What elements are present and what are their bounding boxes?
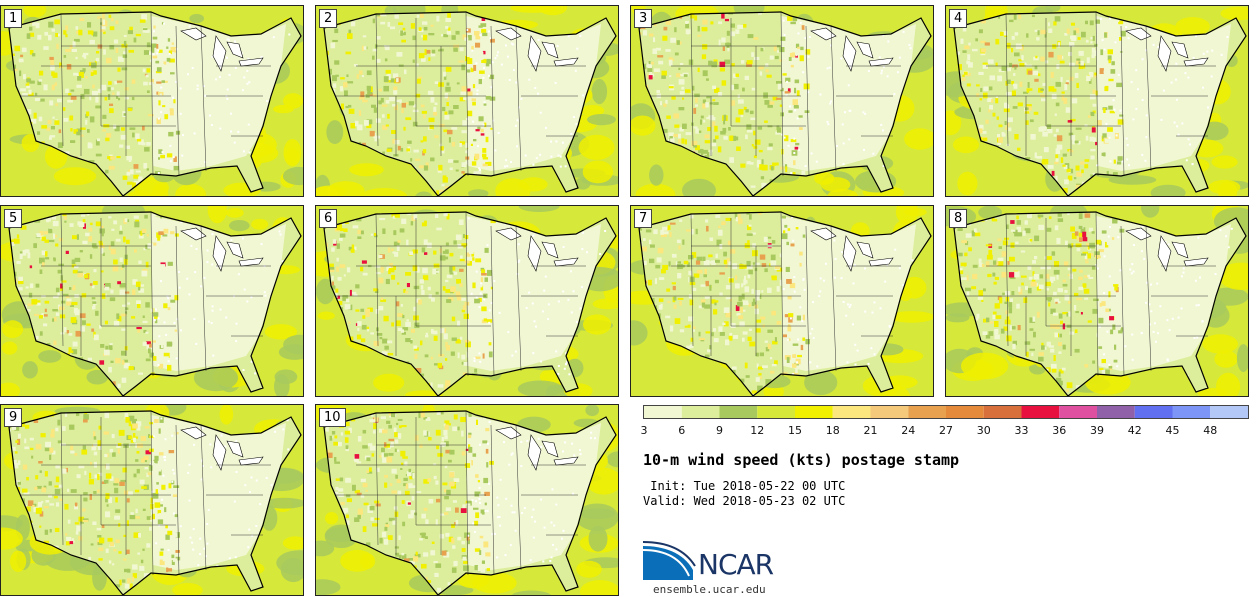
colorbar-segment (795, 406, 833, 418)
ncar-logo-icon (643, 541, 696, 580)
wind-speed-map (316, 6, 618, 196)
panel-number: 3 (634, 9, 653, 28)
panel-number: 5 (4, 209, 23, 228)
init-time: Init: Tue 2018-05-22 00 UTC (643, 479, 846, 493)
ensemble-member-panel: 4 (945, 5, 1249, 197)
colorbar-tick-label: 3 (640, 424, 648, 437)
ensemble-member-panel: 7 (630, 205, 934, 397)
colorbar-segment (681, 406, 720, 418)
colorbar-tick-label: 48 (1203, 424, 1218, 437)
ensemble-member-panel: 1 (0, 5, 304, 197)
ncar-logo-text: NCAR (698, 548, 774, 581)
wind-speed-map (631, 206, 933, 396)
colorbar-tick-label: 6 (678, 424, 686, 437)
wind-speed-map (316, 405, 618, 595)
colorbar-tick-label: 9 (716, 424, 723, 437)
colorbar-segment (832, 406, 871, 418)
panel-number: 6 (319, 209, 338, 228)
colorbar-tick-label: 30 (976, 424, 991, 437)
ensemble-member-panel: 8 (945, 205, 1249, 397)
wind-speed-map (1, 206, 303, 396)
ensemble-member-panel: 6 (315, 205, 619, 397)
chart-title: 10-m wind speed (kts) postage stamp (643, 451, 960, 469)
wind-speed-map (316, 206, 618, 396)
panel-number: 1 (4, 9, 23, 28)
site-url: ensemble.ucar.edu (653, 583, 766, 596)
colorbar-tick-label: 36 (1052, 424, 1067, 437)
wind-speed-map (946, 206, 1248, 396)
colorbar-segment (1097, 406, 1135, 418)
colorbar-tick-label: 18 (825, 424, 840, 437)
wind-speed-map (631, 6, 933, 196)
colorbar-segment (1172, 406, 1211, 418)
panel-number: 7 (634, 209, 653, 228)
ensemble-member-panel: 9 (0, 404, 304, 596)
colorbar-tick-label: 33 (1014, 424, 1029, 437)
colorbar-tick-label: 21 (863, 424, 878, 437)
colorbar-segment (644, 406, 682, 418)
colorbar-tick-label: 45 (1165, 424, 1180, 437)
ensemble-member-panel: 10 (315, 404, 619, 596)
colorbar-segment (946, 406, 984, 418)
colorbar-tick-label: 24 (901, 424, 916, 437)
panel-number: 10 (319, 408, 346, 427)
colorbar-tick-labels: 3 6 9 12 15 18 21 24 27 30 33 36 39 42 45 48 (640, 424, 1253, 440)
colorbar-segment (908, 406, 946, 418)
panel-number: 2 (319, 9, 338, 28)
colorbar-segment (719, 406, 758, 418)
colorbar-tick-label: 42 (1127, 424, 1142, 437)
panel-number: 8 (949, 209, 968, 228)
panel-number: 9 (4, 408, 23, 427)
colorbar (643, 405, 1249, 419)
ensemble-member-panel: 2 (315, 5, 619, 197)
colorbar-tick-label: 27 (939, 424, 953, 437)
panel-number: 4 (949, 9, 968, 28)
valid-time: Valid: Wed 2018-05-23 02 UTC (643, 494, 846, 508)
colorbar-segment (1059, 406, 1097, 418)
colorbar-segment (983, 406, 1022, 418)
ensemble-member-panel: 3 (630, 5, 934, 197)
wind-speed-map (1, 6, 303, 196)
wind-speed-map (946, 6, 1248, 196)
wind-speed-map (1, 405, 303, 595)
colorbar-tick-label: 39 (1090, 424, 1104, 437)
colorbar-segment (1021, 406, 1060, 418)
colorbar-segment (870, 406, 909, 418)
colorbar-segment (1134, 406, 1173, 418)
colorbar-segment (1210, 406, 1248, 418)
colorbar-segment (757, 406, 795, 418)
colorbar-tick-label: 12 (750, 424, 765, 437)
ensemble-member-panel: 5 (0, 205, 304, 397)
colorbar-tick-label: 15 (788, 424, 802, 437)
